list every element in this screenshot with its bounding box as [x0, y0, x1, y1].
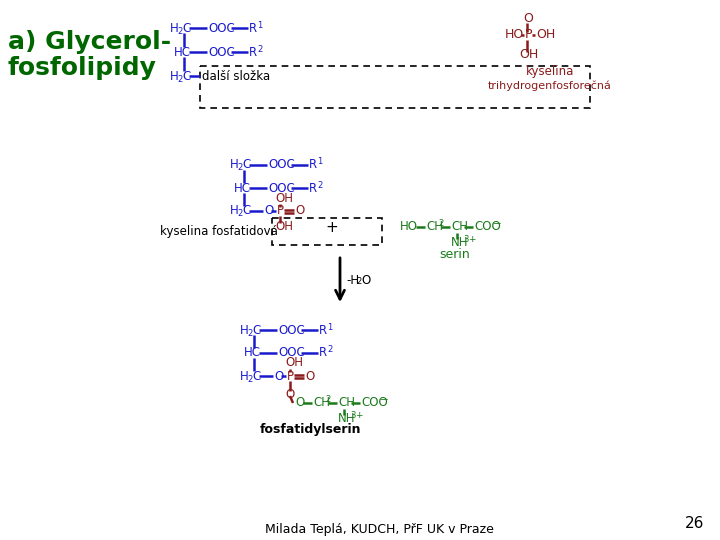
Text: kyselina fosfatidová: kyselina fosfatidová [160, 226, 278, 239]
Text: O: O [264, 205, 274, 218]
Text: H: H [230, 159, 239, 172]
Text: O: O [285, 388, 294, 401]
Text: C: C [252, 323, 260, 336]
Text: R: R [309, 159, 317, 172]
Text: a) Glycerol-: a) Glycerol- [8, 30, 171, 54]
Text: 2: 2 [237, 164, 242, 172]
Text: fosfatidylserin: fosfatidylserin [259, 422, 361, 435]
Text: O: O [274, 369, 283, 382]
Text: 3: 3 [463, 235, 469, 245]
Text: +: + [468, 235, 475, 245]
Text: 2: 2 [177, 26, 182, 36]
Text: 2: 2 [177, 75, 182, 84]
Text: HC: HC [234, 181, 251, 194]
Text: OH: OH [275, 220, 293, 233]
Text: H: H [240, 323, 248, 336]
Text: 2: 2 [327, 346, 332, 354]
Text: P: P [287, 369, 294, 382]
Text: 3: 3 [350, 411, 356, 421]
Text: kyselina: kyselina [526, 65, 574, 78]
Text: C: C [252, 369, 260, 382]
Text: −: − [380, 395, 389, 405]
Text: 1: 1 [327, 322, 332, 332]
Text: 1: 1 [317, 158, 323, 166]
Text: OOC: OOC [208, 22, 235, 35]
Text: OOC: OOC [268, 181, 294, 194]
Text: NH: NH [338, 413, 356, 426]
Text: další složka: další složka [202, 70, 270, 83]
Text: OOC: OOC [268, 159, 294, 172]
Text: O: O [295, 205, 305, 218]
Text: OH: OH [285, 356, 303, 369]
Text: HO: HO [400, 220, 418, 233]
Text: R: R [319, 347, 327, 360]
Text: R: R [249, 22, 257, 35]
Text: HC: HC [174, 45, 191, 58]
Text: fosfolipidy: fosfolipidy [8, 56, 157, 80]
Text: 2: 2 [257, 44, 262, 53]
Text: +: + [325, 219, 338, 234]
Text: OH: OH [275, 192, 293, 205]
Text: -H: -H [346, 273, 359, 287]
Text: P: P [277, 205, 284, 218]
Text: +: + [355, 411, 362, 421]
Text: C: C [182, 22, 190, 35]
Text: 2: 2 [317, 180, 323, 190]
Text: H: H [170, 22, 179, 35]
Text: COO: COO [474, 220, 500, 233]
Text: 2: 2 [325, 395, 330, 404]
Text: COO: COO [361, 396, 388, 409]
Text: CH: CH [313, 396, 330, 409]
Text: −: − [493, 219, 502, 229]
Text: R: R [309, 181, 317, 194]
Text: H: H [240, 369, 248, 382]
Text: Milada Teplá, KUDCH, PřF UK v Praze: Milada Teplá, KUDCH, PřF UK v Praze [265, 523, 494, 537]
Text: HO: HO [505, 29, 524, 42]
Text: 1: 1 [257, 21, 262, 30]
Text: 2: 2 [247, 375, 252, 383]
Text: H: H [170, 70, 179, 83]
Text: O: O [523, 11, 533, 24]
Text: NH: NH [451, 237, 469, 249]
Text: CH: CH [451, 220, 468, 233]
Text: R: R [249, 45, 257, 58]
Text: OOC: OOC [208, 45, 235, 58]
Text: 2: 2 [356, 278, 361, 287]
Text: OH: OH [519, 49, 539, 62]
Text: CH: CH [426, 220, 443, 233]
Text: 2: 2 [247, 328, 252, 338]
Text: HC: HC [244, 347, 261, 360]
Bar [200, 66, 590, 108]
Text: 2: 2 [438, 219, 444, 228]
Text: CH: CH [338, 396, 355, 409]
Text: O: O [305, 369, 314, 382]
Text: OH: OH [536, 29, 555, 42]
Text: O: O [295, 396, 305, 409]
Text: 2: 2 [237, 210, 242, 219]
Text: trihydrogenfosforečná: trihydrogenfosforečná [488, 81, 612, 91]
Bar [272, 218, 382, 245]
Text: C: C [242, 159, 251, 172]
Text: R: R [319, 323, 327, 336]
Text: C: C [182, 70, 190, 83]
Text: 26: 26 [685, 516, 705, 531]
Text: serin: serin [440, 248, 470, 261]
Text: H: H [230, 205, 239, 218]
Text: P: P [525, 29, 533, 42]
Text: C: C [242, 205, 251, 218]
Text: OOC: OOC [278, 323, 305, 336]
Text: OOC: OOC [278, 347, 305, 360]
Text: O: O [361, 273, 370, 287]
